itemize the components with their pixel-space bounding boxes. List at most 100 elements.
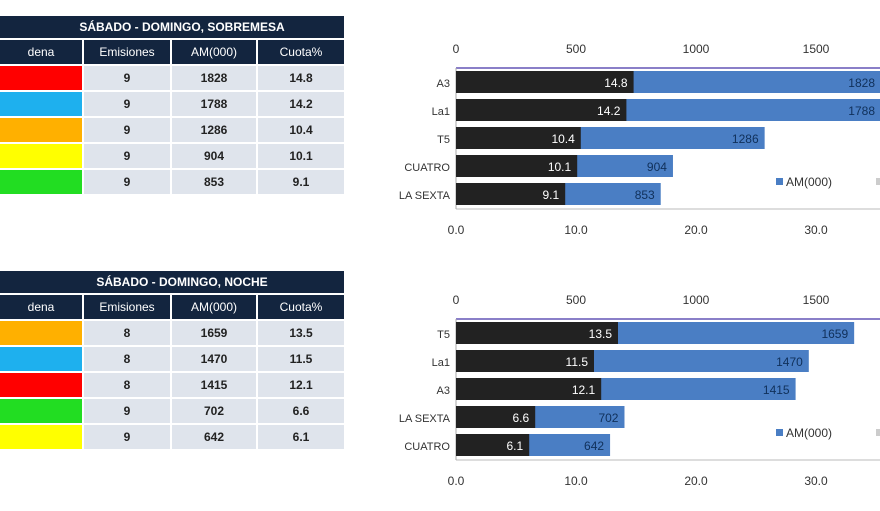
am-data-label: 853	[635, 188, 655, 202]
cuota-data-label: 6.1	[507, 439, 524, 453]
category-label: La1	[432, 106, 450, 118]
channel-color-swatch	[0, 347, 82, 371]
am-data-label: 702	[598, 411, 618, 425]
am-data-label: 1415	[763, 383, 790, 397]
cuota-data-label: 10.4	[551, 132, 575, 146]
category-label: A3	[437, 78, 450, 90]
channel-color-swatch	[0, 399, 82, 423]
category-label: T5	[437, 329, 450, 341]
cell-am: 853	[172, 170, 256, 194]
cell-cuota: 14.8	[258, 66, 344, 90]
cuota-data-label: 13.5	[589, 327, 613, 341]
column-header: Cuota%	[258, 295, 344, 319]
table-title: SÁBADO - DOMINGO, NOCHE	[0, 271, 344, 293]
channel-color-swatch	[0, 425, 82, 449]
cuota-data-label: 9.1	[543, 188, 560, 202]
top-tick-label: 1500	[803, 293, 830, 307]
bottom-tick-label: 0.0	[448, 474, 465, 488]
legend-swatch-cuota	[876, 178, 880, 185]
cuota-bar	[456, 434, 530, 456]
top-tick-label: 1000	[683, 42, 710, 56]
cell-cuota: 10.1	[258, 144, 344, 168]
cell-cuota: 10.4	[258, 118, 344, 142]
table-row: 9 1286 10.4	[0, 118, 344, 142]
cuota-bar	[456, 378, 602, 400]
top-tick-label: 0	[453, 42, 460, 56]
cell-cuota: 11.5	[258, 347, 344, 371]
table-row: 9 1788 14.2	[0, 92, 344, 116]
top-tick-label: 500	[566, 293, 586, 307]
cell-am: 1828	[172, 66, 256, 90]
bottom-tick-label: 0.0	[448, 223, 465, 237]
table-row: 9 853 9.1	[0, 170, 344, 194]
table-row: 9 642 6.1	[0, 425, 344, 449]
column-header: AM(000)	[172, 40, 256, 64]
cell-cuota: 9.1	[258, 170, 344, 194]
cuota-data-label: 10.1	[548, 160, 572, 174]
table-row: 9 1828 14.8	[0, 66, 344, 90]
category-label: La1	[432, 357, 450, 369]
cell-cuota: 6.6	[258, 399, 344, 423]
bottom-tick-label: 10.0	[564, 474, 588, 488]
table-row: 9 702 6.6	[0, 399, 344, 423]
cuota-bar	[456, 350, 594, 372]
column-header: dena	[0, 295, 82, 319]
cuota-data-label: 14.8	[604, 76, 628, 90]
legend-swatch-am	[776, 178, 783, 185]
category-label: LA SEXTA	[399, 413, 451, 425]
cell-emisiones: 8	[84, 321, 170, 345]
legend-swatch-cuota	[876, 429, 880, 436]
cuota-bar	[456, 183, 566, 205]
bottom-tick-label: 20.0	[684, 474, 708, 488]
cell-am: 1415	[172, 373, 256, 397]
cell-cuota: 6.1	[258, 425, 344, 449]
category-label: LA SEXTA	[399, 190, 451, 202]
cell-am: 1286	[172, 118, 256, 142]
category-label: CUATRO	[404, 441, 450, 453]
legend-swatch-am	[776, 429, 783, 436]
table-title: SÁBADO - DOMINGO, SOBREMESA	[0, 16, 344, 38]
channel-color-swatch	[0, 118, 82, 142]
table-row: 8 1415 12.1	[0, 373, 344, 397]
table-0: SÁBADO - DOMINGO, SOBREMESA dena Emisiones…	[0, 16, 344, 194]
cuota-bar	[456, 99, 627, 121]
am-data-label: 1788	[848, 104, 875, 118]
cell-emisiones: 8	[84, 373, 170, 397]
bottom-tick-label: 20.0	[684, 223, 708, 237]
table-row: 9 904 10.1	[0, 144, 344, 168]
category-label: A3	[437, 385, 450, 397]
am-data-label: 1470	[776, 355, 803, 369]
cell-am: 642	[172, 425, 256, 449]
am-data-label: 904	[647, 160, 667, 174]
cell-emisiones: 9	[84, 66, 170, 90]
cell-emisiones: 9	[84, 144, 170, 168]
channel-color-swatch	[0, 321, 82, 345]
category-label: CUATRO	[404, 162, 450, 174]
cuota-bar	[456, 155, 578, 177]
channel-color-swatch	[0, 373, 82, 397]
cell-emisiones: 9	[84, 170, 170, 194]
column-header: dena	[0, 40, 82, 64]
cell-emisiones: 9	[84, 399, 170, 423]
column-header: AM(000)	[172, 295, 256, 319]
cell-am: 904	[172, 144, 256, 168]
cuota-bar	[456, 71, 634, 93]
cell-cuota: 12.1	[258, 373, 344, 397]
bottom-tick-label: 10.0	[564, 223, 588, 237]
cuota-bar	[456, 322, 618, 344]
column-header: Cuota%	[258, 40, 344, 64]
cell-am: 1788	[172, 92, 256, 116]
legend-label-am: AM(000)	[786, 175, 832, 189]
table-1: SÁBADO - DOMINGO, NOCHE dena Emisiones AM(0…	[0, 271, 344, 449]
column-header: Emisiones	[84, 40, 170, 64]
column-header: Emisiones	[84, 295, 170, 319]
cuota-data-label: 11.5	[566, 355, 589, 369]
cuota-bar	[456, 406, 536, 428]
cell-cuota: 13.5	[258, 321, 344, 345]
cell-am: 1659	[172, 321, 256, 345]
top-tick-label: 1500	[803, 42, 830, 56]
channel-color-swatch	[0, 144, 82, 168]
cell-am: 1470	[172, 347, 256, 371]
table-row: 8 1470 11.5	[0, 347, 344, 371]
table-row: 8 1659 13.5	[0, 321, 344, 345]
